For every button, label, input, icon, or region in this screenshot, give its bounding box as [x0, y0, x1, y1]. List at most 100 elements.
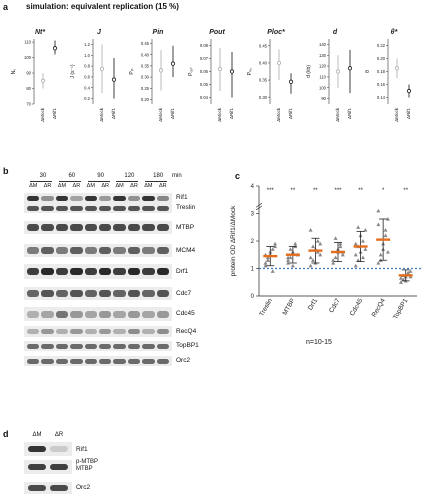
plot-title: Pout — [209, 29, 225, 36]
blot-band — [99, 267, 112, 276]
plot-ylabel: N₀ — [11, 69, 17, 75]
y-tick-label: 0.4 — [84, 85, 90, 90]
blot-band — [142, 328, 155, 335]
blot-band — [41, 343, 54, 349]
panel-c-note: n=10-15 — [306, 339, 332, 346]
blot-strip — [24, 203, 172, 213]
panel-a-plot-6: d d (kb) 140 130 120 110 100 90 ΔMock ΔRif1 — [306, 29, 353, 122]
blot-band — [156, 224, 169, 231]
data-point — [383, 233, 388, 238]
data-point — [338, 241, 343, 246]
blot-strip — [24, 442, 72, 456]
y-tick-label: 110 — [24, 40, 31, 45]
blot-band — [142, 343, 155, 349]
blot-band — [41, 224, 54, 231]
data-point — [286, 255, 291, 260]
blot-band — [70, 205, 83, 211]
blot-band — [27, 267, 40, 276]
panel-a-title: simulation: equivalent replication (15 %… — [26, 2, 179, 11]
timepoint-label: 60 — [68, 173, 76, 179]
blot-band — [156, 247, 169, 254]
y-tick-label: 120 — [319, 64, 327, 69]
data-point — [158, 68, 164, 73]
y-tick-label: 0.20 — [377, 56, 386, 61]
data-point — [340, 252, 345, 257]
blot-band — [27, 247, 40, 254]
y-tick-label: 1.2 — [84, 42, 90, 47]
blot-band — [142, 195, 155, 201]
y-tick-label: 0.40 — [141, 52, 150, 57]
data-point — [331, 261, 336, 265]
plot-title: J — [97, 29, 102, 36]
significance-label: ** — [403, 188, 408, 194]
plot-ylabel: d (kb) — [306, 65, 312, 78]
y-tick-label: 4 — [251, 184, 255, 190]
blot-band — [113, 267, 126, 276]
x-tick-label: ΔMock — [276, 107, 281, 122]
blot-band — [55, 195, 69, 201]
data-point — [263, 263, 268, 268]
blot-band — [113, 205, 126, 211]
data-point — [293, 241, 298, 246]
blot-band — [50, 485, 68, 491]
y-tick-label: 0.45 — [141, 41, 150, 46]
blot-protein-label: TopBP1 — [176, 342, 199, 349]
panel-a-plots: Nt* N₀ 110 100 90 80 70 ΔMock ΔRif1 J J (s⁻¹) 1.2 1.… — [11, 29, 412, 122]
blot-band — [55, 343, 69, 349]
blot-band — [99, 328, 112, 335]
blot-band — [70, 358, 83, 364]
blot-band — [70, 290, 83, 297]
blot-protein-label: Rif1 — [76, 446, 88, 453]
blot-band — [127, 358, 141, 364]
blot-band — [84, 310, 97, 318]
plot-title: θ* — [391, 29, 398, 36]
blot-band — [127, 310, 141, 318]
data-point — [286, 261, 291, 265]
lane-label: ΔR — [43, 183, 52, 189]
data-point — [170, 61, 176, 66]
blot-band — [127, 343, 141, 349]
data-point — [288, 79, 294, 84]
lane-label: ΔM — [57, 183, 67, 189]
data-point — [394, 66, 400, 71]
blot-band — [41, 358, 54, 364]
blot-band — [142, 205, 155, 211]
blot-band — [27, 310, 40, 318]
x-tick-label: RecQ4 — [371, 297, 387, 318]
x-tick-label: MTBP — [281, 298, 296, 317]
timepoint-label: 90 — [97, 173, 104, 179]
blot-band — [28, 485, 46, 491]
y-tick-label: 0.18 — [377, 69, 386, 74]
y-tick-label: 90 — [321, 96, 326, 101]
data-point — [308, 263, 313, 268]
blot-band — [55, 358, 69, 364]
data-point — [273, 244, 278, 249]
blot-band — [84, 224, 97, 231]
data-point — [385, 250, 390, 254]
blot-band — [28, 463, 46, 471]
plot-ylabel: Pₒᵤₜ — [188, 67, 194, 76]
blot-band — [84, 205, 97, 211]
data-point — [308, 228, 313, 232]
x-tick-label: TopBP1 — [392, 297, 410, 321]
data-point — [338, 244, 343, 249]
y-tick-label: 0.07 — [200, 56, 209, 61]
blot-band — [127, 267, 141, 276]
data-point — [363, 247, 368, 251]
axis-break — [255, 205, 263, 211]
axis-break — [255, 203, 263, 208]
data-point — [308, 255, 313, 260]
blot-band — [156, 290, 169, 297]
time-unit-label: min — [172, 173, 182, 179]
blot-band — [99, 358, 112, 364]
lane-label: ΔR — [130, 183, 138, 189]
data-point — [360, 239, 365, 243]
blot-band — [27, 358, 40, 364]
blot-protein-label: Orc2 — [76, 484, 91, 491]
blot-band — [70, 195, 83, 201]
panel-a-plot-2: J J (s⁻¹) 1.2 1.0 0.8 0.6 0.4 0.2 ΔMock ΔRif1 — [70, 29, 117, 122]
data-point — [265, 258, 270, 262]
plot-title: Nt* — [35, 29, 45, 36]
x-tick-label: Cdc45 — [349, 297, 365, 317]
timepoint-bracket — [116, 181, 139, 182]
